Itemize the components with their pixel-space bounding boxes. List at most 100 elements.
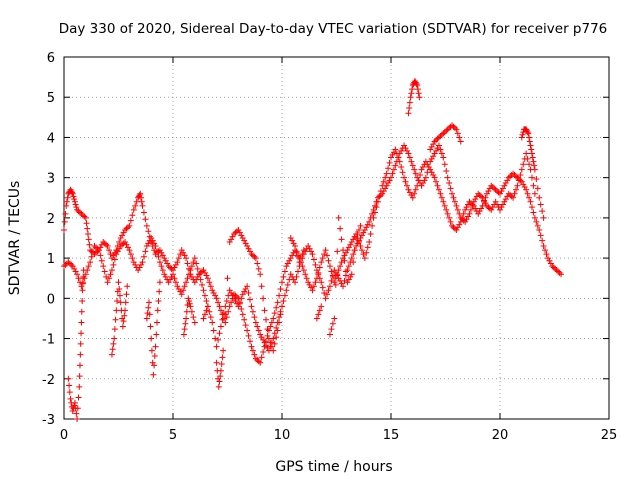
data-point (475, 190, 482, 197)
data-point (241, 237, 248, 244)
data-point (345, 276, 352, 283)
data-point (77, 351, 84, 358)
data-point (244, 327, 251, 334)
data-point (427, 166, 434, 173)
data-point (122, 307, 129, 314)
data-point (418, 166, 425, 173)
data-point (405, 186, 412, 193)
data-point (92, 244, 99, 251)
data-point (204, 275, 211, 282)
data-point (83, 220, 90, 227)
data-point (185, 298, 192, 305)
data-point (122, 299, 129, 306)
data-point (152, 343, 159, 350)
data-point (85, 263, 92, 270)
data-point (531, 162, 538, 169)
data-point (440, 130, 447, 137)
data-point (184, 275, 191, 282)
data-point (427, 158, 434, 165)
data-point (431, 174, 438, 181)
data-point (86, 241, 93, 248)
data-point (76, 373, 83, 380)
data-point (527, 198, 534, 205)
data-point (465, 213, 472, 220)
data-point (140, 209, 147, 216)
data-point (424, 161, 431, 168)
data-point (510, 194, 517, 201)
data-point (244, 283, 251, 290)
data-point (521, 184, 528, 191)
data-point (499, 201, 506, 208)
data-point (92, 249, 99, 256)
data-point (372, 209, 379, 216)
data-point (68, 189, 75, 196)
data-point (367, 230, 374, 237)
data-point (66, 260, 73, 267)
data-point (142, 216, 149, 223)
data-point (444, 126, 451, 133)
data-point (254, 323, 261, 330)
data-point (231, 230, 238, 237)
data-point (446, 214, 453, 221)
data-point (510, 170, 517, 177)
data-point (200, 315, 207, 322)
data-point (120, 240, 127, 247)
data-point (190, 314, 197, 321)
data-point (129, 255, 136, 262)
data-point (61, 226, 67, 233)
data-point (245, 332, 252, 339)
data-point (466, 210, 473, 217)
data-point (398, 147, 405, 154)
data-point (108, 267, 115, 274)
data-point (200, 267, 207, 274)
data-point (156, 279, 163, 286)
data-point (127, 251, 134, 258)
data-point (177, 251, 184, 258)
data-point (149, 237, 156, 244)
data-point (101, 268, 108, 275)
series-trace-b (61, 142, 538, 354)
data-point (132, 202, 139, 209)
data-point (100, 239, 107, 246)
data-point (175, 255, 182, 262)
data-point (271, 310, 278, 317)
data-point (441, 129, 448, 136)
data-point (544, 255, 551, 262)
data-points (61, 78, 565, 422)
data-point (248, 303, 255, 310)
data-point (531, 214, 538, 221)
data-point (213, 359, 220, 366)
data-point (536, 194, 543, 201)
data-point (283, 287, 290, 294)
data-point (479, 194, 486, 201)
data-point (488, 206, 495, 213)
data-point (406, 189, 413, 196)
data-point (478, 205, 485, 212)
data-point (392, 146, 399, 153)
data-point (435, 134, 442, 141)
data-point (80, 273, 87, 280)
data-point (405, 110, 412, 117)
data-point (138, 261, 145, 268)
data-point (328, 326, 335, 333)
data-point (451, 125, 458, 132)
data-point (114, 298, 121, 305)
data-point (338, 259, 345, 266)
data-point (181, 283, 188, 290)
data-point (476, 208, 483, 215)
data-point (505, 190, 512, 197)
data-point (281, 268, 288, 275)
data-point (300, 247, 307, 254)
data-point (109, 346, 116, 353)
data-point (526, 134, 533, 141)
data-point (145, 228, 152, 235)
data-point (451, 198, 458, 205)
data-point (383, 170, 390, 177)
data-point (117, 235, 124, 241)
data-point (369, 210, 376, 217)
data-point (185, 265, 192, 272)
data-point (137, 190, 144, 197)
data-point (158, 263, 165, 270)
data-point (178, 247, 185, 254)
data-point (310, 256, 317, 263)
